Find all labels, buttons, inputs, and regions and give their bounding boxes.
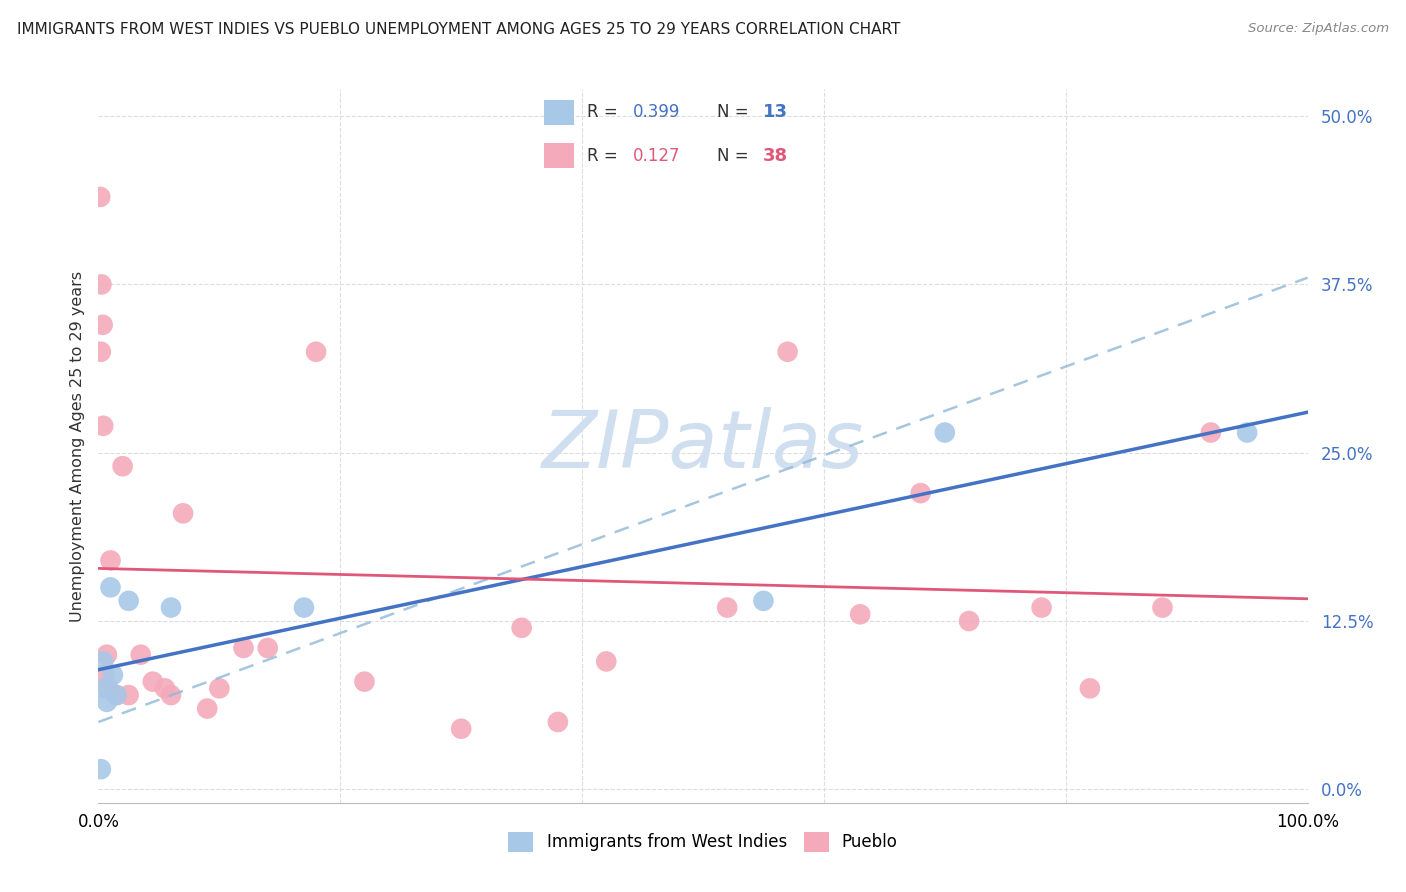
Point [90,762,112,776]
Point [256,640,278,655]
Point [118,594,141,608]
Point [934,425,956,440]
Point [208,681,231,696]
Text: Source: ZipAtlas.com: Source: ZipAtlas.com [1249,22,1389,36]
Point [96,695,118,709]
Text: 0.127: 0.127 [633,146,681,165]
Point [91,418,114,433]
Point [510,621,533,635]
Point [160,688,183,702]
Point [547,714,569,729]
Point [129,648,152,662]
Y-axis label: Unemployment Among Ages 25 to 29 years: Unemployment Among Ages 25 to 29 years [69,270,84,622]
FancyBboxPatch shape [544,100,575,125]
Legend: Immigrants from West Indies, Pueblo: Immigrants from West Indies, Pueblo [502,825,904,859]
Point [195,701,218,715]
Text: 38: 38 [763,146,789,165]
Point [305,344,328,359]
Point [91,318,114,332]
Point [93,681,115,696]
Point [90,344,112,359]
Point [595,655,617,669]
Text: R =: R = [586,103,623,121]
Text: ZIPatlas: ZIPatlas [541,407,865,485]
Text: 13: 13 [763,103,789,121]
Point [100,580,122,594]
Point [353,674,375,689]
Point [1199,425,1222,440]
Point [105,688,128,702]
Point [160,600,183,615]
Point [752,594,775,608]
Point [957,614,980,628]
Text: N =: N = [717,146,754,165]
Point [93,668,115,682]
Point [90,277,112,292]
Point [97,681,120,696]
Text: 0.399: 0.399 [633,103,681,121]
Point [100,553,122,567]
Point [101,668,124,682]
Point [776,344,799,359]
Point [1078,681,1101,696]
Point [1031,600,1053,615]
Point [105,688,128,702]
Point [153,681,176,696]
Point [716,600,738,615]
Text: R =: R = [586,146,623,165]
Point [111,459,134,474]
Point [89,190,111,204]
Point [849,607,872,622]
Point [1236,425,1258,440]
Point [232,640,254,655]
Point [118,688,141,702]
Point [450,722,472,736]
Point [172,506,194,520]
Text: N =: N = [717,103,754,121]
Point [91,655,114,669]
Point [96,648,118,662]
FancyBboxPatch shape [544,143,575,168]
Text: IMMIGRANTS FROM WEST INDIES VS PUEBLO UNEMPLOYMENT AMONG AGES 25 TO 29 YEARS COR: IMMIGRANTS FROM WEST INDIES VS PUEBLO UN… [17,22,900,37]
Point [292,600,315,615]
Point [1152,600,1174,615]
Point [910,486,932,500]
Point [142,674,165,689]
